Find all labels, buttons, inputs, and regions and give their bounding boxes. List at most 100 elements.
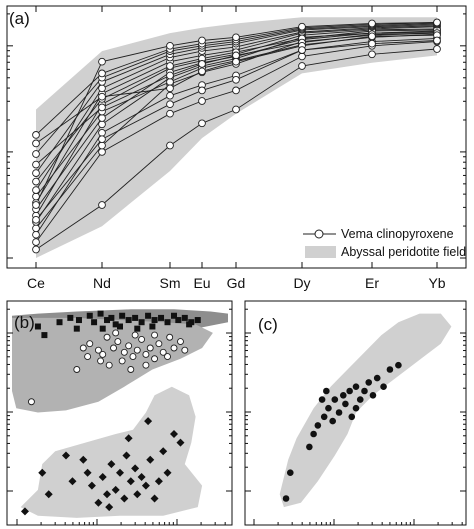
filled-circle-point [331,396,339,403]
series-line-17 [35,22,438,206]
series-line-4 [35,32,438,229]
data-point [198,119,206,128]
series-line-11 [35,29,438,182]
open-circle-point [79,344,87,352]
data-point [32,131,40,139]
panel-c: (c) [244,300,467,526]
open-circle-point [103,333,111,341]
filled-diamond-point [38,468,47,477]
filled-square-point [112,321,119,328]
filled-circle-point [352,404,360,412]
filled-diamond-point [68,477,77,486]
field-light [20,386,203,518]
filled-circle-point [346,387,353,395]
filled-diamond-point [105,503,114,512]
open-circle-point [133,346,141,354]
filled-square-point [151,317,158,324]
data-point [32,230,40,239]
data-point [368,19,376,28]
panel-a-x-labels: Ce Nd Sm Eu Gd Dy Er Yb [27,275,446,291]
series-line-14 [35,23,438,155]
data-point [98,114,106,122]
filled-circle-point [335,409,343,416]
open-circle-point [94,346,102,354]
filled-square-point [149,323,156,330]
filled-diamond-point [133,490,142,499]
data-point [98,128,106,137]
data-point [166,62,174,70]
filled-diamond-point [20,507,29,516]
data-point [98,141,106,150]
series-line-13 [35,32,438,165]
x-tick-label-nd: Nd [93,275,111,291]
filled-square-point [104,317,111,324]
filled-circle-point [352,383,360,391]
data-point [198,97,206,105]
panel-b-ticks [7,308,232,525]
filled-square-point [86,312,93,319]
filled-diamond-point [170,430,178,438]
filled-diamond-point [107,460,116,469]
filled-circle-point [320,413,328,421]
data-point [298,22,306,31]
filled-diamond-point [150,494,159,503]
data-point [298,52,306,61]
filled-square-point [138,319,145,326]
data-point [198,67,206,76]
filled-diamond-point [131,464,140,473]
open-circle-point [105,361,113,369]
panel-b-points [20,310,201,516]
open-circle-point [146,344,154,352]
data-point [232,51,240,60]
filled-diamond-point [98,473,107,481]
panel-c-label: (c) [258,315,278,334]
filled-diamond-point [111,485,120,494]
data-point [32,150,40,158]
x-tick-label-sm: Sm [160,275,181,291]
filled-circle-point [286,469,294,477]
data-point [166,41,174,50]
open-circle-point [131,331,139,339]
filled-diamond-point [159,447,168,456]
panel-a-x-ticks [35,6,438,268]
data-point [166,141,174,150]
filled-square-point [41,332,48,339]
open-circle-point [142,351,150,358]
filled-diamond-point [87,481,96,490]
data-point [32,201,40,209]
filled-square-point [181,314,188,321]
data-point [198,60,206,68]
filled-circle-point [356,396,364,403]
filled-diamond-point [144,417,153,426]
filled-diamond-point [146,455,155,464]
filled-circle-point [373,374,381,382]
open-circle-point [86,340,94,348]
filled-square-point [125,317,132,324]
filled-circle-point [395,361,402,369]
open-circle-point [129,353,137,361]
data-point [166,71,174,80]
series-line-10 [35,25,438,191]
legend-entry-vema-clinopyroxene: Vema clinopyroxene [341,227,454,241]
filled-circle-point [386,366,394,373]
data-point [98,148,106,156]
panel-a: (a) Ce Nd Sm Eu Gd Dy Er Yb Vema clinopyroxene … [6,5,467,291]
filled-circle-point [380,383,387,391]
panel-a-series-lines [35,22,438,250]
filled-circle-point [342,400,349,408]
panel-c-points [282,361,402,502]
filled-diamond-point [154,477,163,486]
x-tick-label-yb: Yb [428,275,445,291]
panel-c-frame [244,300,467,526]
filled-square-point [158,314,165,321]
filled-circle-point [310,430,317,438]
open-circle-point [170,344,178,352]
filled-circle-point [369,392,377,399]
data-point [32,224,40,233]
series-line-8 [35,26,438,204]
filled-diamond-point [44,490,53,499]
panel-a-legend: Vema clinopyroxene Abyssal peridotite fi… [303,227,466,259]
data-point [32,139,40,148]
filled-diamond-point [141,481,150,490]
